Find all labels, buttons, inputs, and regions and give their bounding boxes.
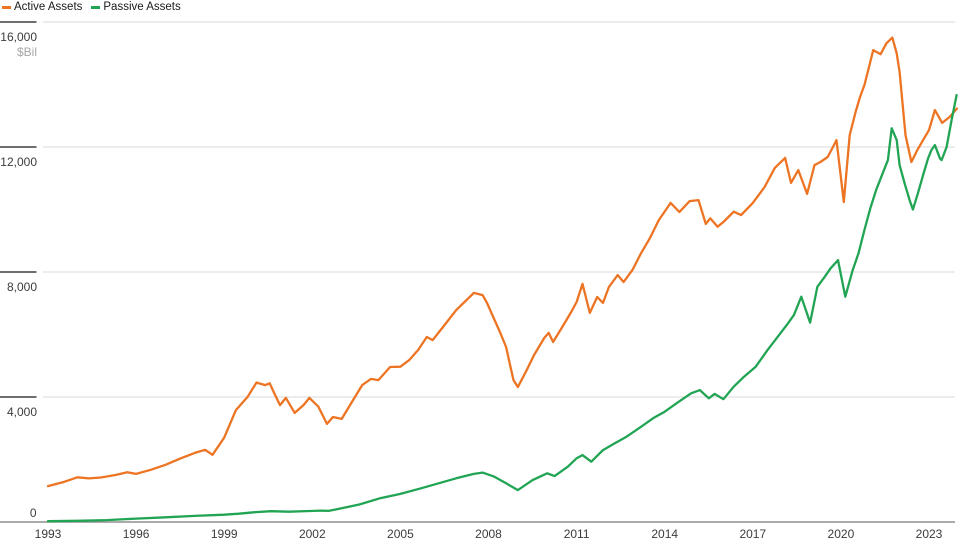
passive-assets-line [46,93,958,523]
legend-label-active-assets: Active Assets [14,1,83,13]
legend-item-passive-assets: Passive Assets [91,0,181,14]
y-axis-unit-label: $Bil [17,45,37,59]
y-tick-label-4000: 4,000 [7,405,37,419]
y-tick-label-8000: 8,000 [7,280,37,294]
legend: Active Assets Passive Assets [2,0,181,14]
active-assets-line-icon [2,5,11,9]
x-tick-label-2011: 2011 [564,527,590,540]
y-tick-label-12000: 12,000 [0,155,37,169]
x-tick-label-1999: 1999 [211,527,238,540]
y-tick-label-0: 0 [30,506,37,520]
x-tick-label-2002: 2002 [299,527,326,540]
passive-assets-line-icon [91,5,101,9]
x-tick-label-2005: 2005 [387,527,414,540]
y-tick-label-16000: 16,000 [0,30,37,44]
active-assets-line [46,36,959,488]
x-tick-label-1996: 1996 [123,527,150,540]
x-tick-label-2008: 2008 [475,527,502,540]
x-tick-label-2020: 2020 [828,527,855,540]
x-tick-label-1993: 1993 [35,527,62,540]
legend-item-active-assets: Active Assets [2,0,82,14]
legend-label-passive-assets: Passive Assets [103,1,181,13]
x-tick-label-2014: 2014 [651,527,678,540]
x-tick-label-2017: 2017 [739,527,766,540]
x-tick-label-2023: 2023 [916,527,943,540]
